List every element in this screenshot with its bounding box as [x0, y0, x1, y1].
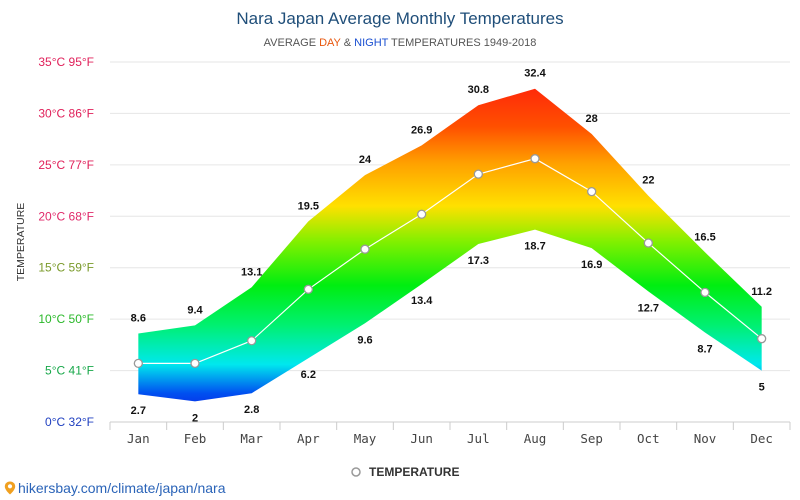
day-high-label: 24 — [359, 154, 372, 166]
average-temperature-point[interactable] — [360, 244, 370, 254]
average-temperature-point[interactable] — [643, 238, 653, 248]
chart-title: Nara Japan Average Monthly Temperatures — [236, 9, 563, 28]
footer-link[interactable]: hikersbay.com/climate/japan/nara — [4, 480, 226, 496]
x-tick-label: May — [354, 431, 377, 446]
y-tick-label: 10°C 50°F — [38, 312, 94, 326]
x-tick-label: Mar — [240, 431, 263, 446]
night-low-label: 2 — [192, 412, 198, 424]
day-high-label: 28 — [586, 113, 598, 125]
y-tick-label: 25°C 77°F — [38, 158, 94, 172]
x-tick-label: Jun — [410, 431, 433, 446]
y-axis-ticks: 0°C 32°F 5°C 41°F 10°C 50°F 15°C 59°F 20°C 6… — [38, 55, 94, 429]
y-tick-label: 20°C 68°F — [38, 209, 94, 223]
x-tick-label: Jan — [127, 431, 150, 446]
average-temperature-point[interactable] — [303, 284, 313, 294]
map-pin-icon — [4, 481, 16, 495]
day-high-label: 19.5 — [298, 200, 319, 212]
day-high-label: 32.4 — [524, 68, 546, 80]
night-low-label: 16.9 — [581, 259, 602, 271]
x-tick-label: Feb — [184, 431, 207, 446]
y-tick-label: 0°C 32°F — [45, 415, 94, 429]
x-tick-label: Nov — [694, 431, 717, 446]
x-tick-label: Sep — [580, 431, 603, 446]
footer-url: hikersbay.com/climate/japan/nara — [18, 480, 226, 496]
y-tick-label: 15°C 59°F — [38, 261, 94, 275]
chart-subtitle: AVERAGE DAY & NIGHT TEMPERATURES 1949-20… — [264, 37, 537, 49]
x-tick-label: Aug — [524, 431, 547, 446]
day-high-label: 30.8 — [468, 84, 489, 96]
night-low-label: 17.3 — [468, 255, 489, 267]
average-temperature-point[interactable] — [700, 287, 710, 298]
day-high-label: 26.9 — [411, 124, 432, 136]
day-high-label: 11.2 — [751, 286, 772, 298]
night-low-label: 6.2 — [301, 369, 316, 381]
day-night-range-area — [138, 88, 762, 402]
subtitle-suffix: TEMPERATURES 1949-2018 — [388, 37, 536, 49]
night-low-label: 13.4 — [411, 295, 433, 307]
legend-marker — [351, 467, 361, 477]
temperature-band — [138, 88, 762, 402]
night-low-label: 18.7 — [524, 241, 545, 253]
day-high-label: 16.5 — [694, 231, 715, 243]
average-temperature-point[interactable] — [247, 336, 257, 346]
subtitle-night: NIGHT — [354, 37, 389, 49]
value-labels: 8.6 9.4 13.1 19.5 24 26.9 30.8 32.4 28 22 16.5 11.2… — [131, 68, 772, 425]
x-tick-label: Oct — [637, 431, 660, 446]
day-high-label: 22 — [642, 175, 654, 187]
average-temperature-point[interactable] — [473, 169, 483, 179]
legend[interactable]: TEMPERATURE — [351, 465, 459, 479]
night-low-label: 12.7 — [638, 302, 659, 314]
subtitle-amp: & — [341, 37, 354, 49]
average-temperature-point[interactable] — [757, 334, 767, 344]
average-temperature-point[interactable] — [530, 154, 540, 164]
x-axis: Jan Feb Mar Apr May Jun Jul Aug Sep Oct Nov Dec — [109, 421, 791, 446]
y-tick-label: 30°C 86°F — [38, 106, 94, 120]
average-temperature-line — [138, 158, 763, 364]
subtitle-day: DAY — [319, 37, 341, 49]
subtitle-prefix: AVERAGE — [264, 37, 319, 49]
day-high-label: 9.4 — [187, 304, 203, 316]
x-tick-label: Dec — [750, 431, 773, 446]
average-temperature-point[interactable] — [133, 358, 143, 369]
y-tick-label: 5°C 41°F — [45, 364, 94, 378]
average-temperature-point[interactable] — [587, 186, 597, 197]
legend-label: TEMPERATURE — [369, 465, 459, 479]
night-low-label: 2.8 — [244, 404, 259, 416]
x-tick-label: Apr — [297, 431, 320, 446]
average-temperature-point[interactable] — [190, 358, 200, 369]
average-temperature-point[interactable] — [417, 209, 427, 219]
night-low-label: 8.7 — [697, 344, 712, 356]
day-high-label: 8.6 — [131, 313, 146, 325]
average-temperature-series — [133, 154, 767, 369]
night-low-label: 5 — [759, 382, 765, 394]
y-axis-label: TEMPERATURE — [15, 203, 27, 282]
x-tick-label: Jul — [467, 431, 490, 446]
night-low-label: 9.6 — [357, 334, 372, 346]
y-tick-label: 35°C 95°F — [38, 55, 94, 69]
night-low-label: 2.7 — [131, 405, 146, 417]
day-high-label: 13.1 — [241, 266, 262, 278]
